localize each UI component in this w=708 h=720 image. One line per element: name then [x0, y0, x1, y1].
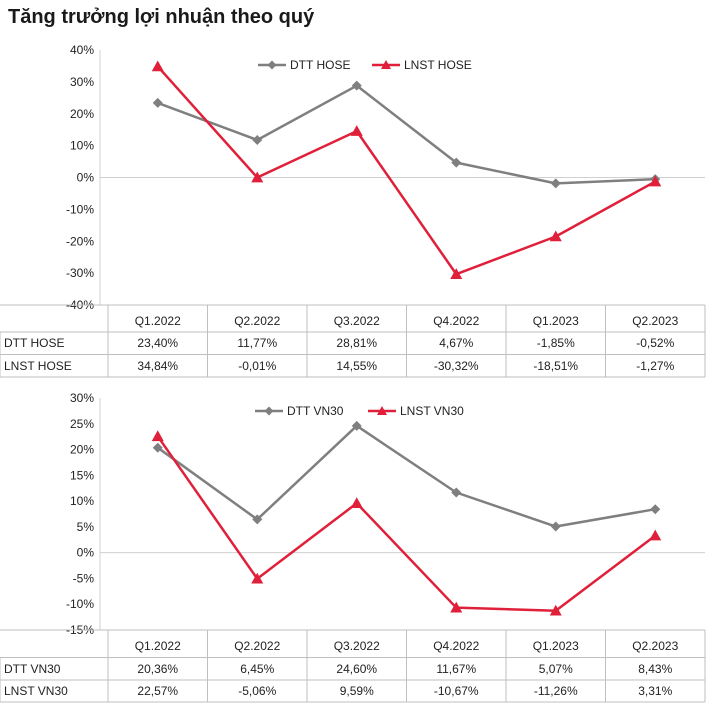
data-point	[649, 529, 662, 541]
data-point	[451, 487, 462, 498]
data-point	[152, 442, 163, 453]
y-tick-label: -5%	[73, 571, 95, 585]
table-header-cell: Q1.2023	[533, 639, 579, 653]
table-row-label: DTT VN30	[4, 662, 61, 676]
table-cell: 24,60%	[336, 662, 377, 676]
data-point	[152, 97, 163, 108]
series-line-lnst-hose	[156, 65, 656, 276]
y-tick-label: 30%	[70, 391, 94, 405]
table-header-cell: Q1.2022	[135, 639, 181, 653]
series-line-dtt-hose	[157, 84, 656, 185]
table-cell: 11,67%	[436, 662, 476, 676]
table-cell: 23,40%	[137, 336, 178, 350]
data-point	[550, 178, 561, 189]
table-cell: -0,01%	[238, 359, 276, 373]
table-cell: 22,57%	[137, 684, 178, 698]
data-point	[252, 514, 263, 525]
table-cell: -1,85%	[537, 336, 575, 350]
data-point	[649, 175, 662, 187]
table-cell: 34,84%	[137, 359, 178, 373]
legend-label: DTT HOSE	[290, 58, 350, 72]
y-tick-label: -20%	[66, 234, 94, 248]
table-cell: 6,45%	[240, 662, 274, 676]
y-tick-label: 20%	[70, 107, 94, 121]
legend-marker	[264, 406, 274, 416]
y-tick-label: 40%	[70, 43, 94, 57]
table-cell: -1,27%	[636, 359, 674, 373]
data-point	[650, 504, 661, 515]
legend-marker	[381, 60, 391, 69]
table-header-cell: Q1.2022	[135, 314, 181, 328]
y-tick-label: 15%	[70, 468, 94, 482]
table-header-cell: Q2.2022	[234, 314, 280, 328]
table-cell: 8,43%	[638, 662, 672, 676]
data-point	[549, 604, 562, 616]
y-tick-label: -10%	[66, 202, 94, 216]
series-line-lnst-vn30	[156, 435, 657, 612]
y-tick-label: 0%	[77, 171, 95, 185]
table-cell: 5,07%	[539, 662, 573, 676]
data-point	[252, 134, 263, 145]
data-point	[151, 430, 164, 442]
data-point	[151, 60, 164, 72]
table-cell: -18,51%	[533, 359, 578, 373]
table-row-label: LNST VN30	[4, 684, 68, 698]
table-header-cell: Q2.2023	[632, 314, 678, 328]
data-point	[450, 601, 463, 613]
table-cell: 3,31%	[638, 684, 672, 698]
legend-marker	[377, 406, 387, 415]
data-point	[350, 125, 363, 136]
table-header-cell: Q4.2022	[433, 314, 479, 328]
table-cell: 14,55%	[336, 359, 377, 373]
table-cell: -5,06%	[238, 684, 276, 698]
table-cell: -0,52%	[636, 336, 674, 350]
table-header-cell: Q2.2022	[234, 639, 280, 653]
y-tick-label: 0%	[77, 546, 95, 560]
table-row-label: LNST HOSE	[4, 359, 72, 373]
table-cell: -10,67%	[434, 684, 479, 698]
y-tick-label: 20%	[70, 443, 94, 457]
data-point	[351, 80, 362, 91]
table-cell: 11,77%	[237, 336, 277, 350]
table-cell: 4,67%	[439, 336, 473, 350]
series-line-dtt-vn30	[157, 424, 656, 528]
table-cell: 9,59%	[340, 684, 374, 698]
table-header-cell: Q3.2022	[334, 639, 380, 653]
table-header-cell: Q2.2023	[632, 639, 678, 653]
legend-marker	[267, 60, 277, 70]
legend-label: LNST VN30	[400, 404, 464, 418]
y-tick-label: 10%	[70, 494, 94, 508]
data-point	[251, 171, 264, 183]
data-point	[251, 572, 264, 584]
table-header-cell: Q3.2022	[334, 314, 380, 328]
table-cell: -30,32%	[434, 359, 479, 373]
y-tick-label: 25%	[70, 417, 94, 431]
data-point	[550, 521, 561, 532]
table-header-cell: Q1.2023	[533, 314, 579, 328]
data-point	[549, 230, 562, 242]
y-tick-label: 10%	[70, 139, 94, 153]
page-title: Tăng trưởng lợi nhuận theo quý	[8, 6, 315, 28]
y-tick-label: 5%	[77, 520, 95, 534]
table-cell: 20,36%	[137, 662, 178, 676]
data-point	[450, 268, 463, 279]
data-point	[451, 157, 462, 168]
y-tick-label: -10%	[66, 597, 94, 611]
table-cell: -11,26%	[534, 684, 578, 698]
table-row-label: DTT HOSE	[4, 336, 64, 350]
y-tick-label: 30%	[70, 75, 94, 89]
data-point	[351, 420, 362, 431]
legend-label: LNST HOSE	[404, 58, 472, 72]
data-point	[350, 497, 363, 509]
y-tick-label: -30%	[66, 266, 94, 280]
table-header-cell: Q4.2022	[433, 639, 479, 653]
legend-label: DTT VN30	[287, 404, 344, 418]
table-cell: 28,81%	[336, 336, 377, 350]
